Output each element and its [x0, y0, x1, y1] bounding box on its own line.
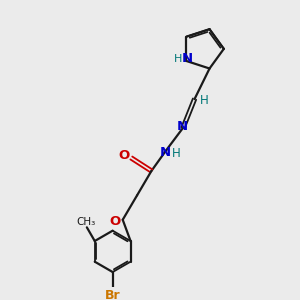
Text: O: O [109, 215, 120, 228]
Text: N: N [177, 120, 188, 133]
Text: H: H [200, 94, 209, 107]
Text: H: H [172, 147, 181, 160]
Text: O: O [118, 148, 130, 162]
Text: N: N [159, 146, 170, 159]
Text: N: N [182, 52, 193, 65]
Text: Br: Br [105, 289, 121, 300]
Text: CH₃: CH₃ [76, 217, 96, 227]
Text: H: H [174, 54, 183, 64]
